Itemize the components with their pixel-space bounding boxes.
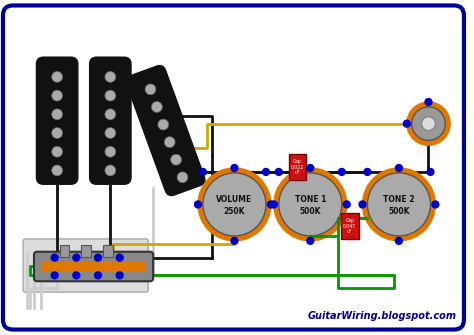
- Circle shape: [363, 168, 436, 241]
- FancyBboxPatch shape: [3, 5, 464, 330]
- Circle shape: [338, 169, 345, 176]
- Circle shape: [367, 173, 430, 236]
- Circle shape: [395, 164, 402, 172]
- Circle shape: [263, 169, 269, 176]
- FancyBboxPatch shape: [34, 252, 153, 281]
- Bar: [81, 245, 91, 257]
- Bar: [42, 262, 146, 271]
- Circle shape: [200, 169, 206, 176]
- Circle shape: [105, 165, 116, 176]
- Circle shape: [395, 238, 402, 244]
- Circle shape: [177, 172, 188, 183]
- Circle shape: [307, 164, 314, 172]
- Circle shape: [231, 238, 238, 244]
- Circle shape: [52, 165, 63, 176]
- Circle shape: [51, 254, 58, 261]
- Text: TONE 2: TONE 2: [383, 195, 415, 204]
- Text: GuitarWiring.blogspot.com: GuitarWiring.blogspot.com: [308, 311, 456, 321]
- Circle shape: [364, 169, 371, 176]
- Circle shape: [52, 146, 63, 157]
- FancyBboxPatch shape: [90, 57, 131, 184]
- Circle shape: [274, 168, 347, 241]
- FancyBboxPatch shape: [126, 66, 205, 196]
- Circle shape: [267, 201, 274, 208]
- Circle shape: [412, 107, 445, 140]
- Text: 250K: 250K: [224, 207, 245, 216]
- Circle shape: [95, 272, 101, 279]
- Circle shape: [194, 201, 201, 208]
- Circle shape: [275, 169, 282, 176]
- Circle shape: [105, 146, 116, 157]
- Circle shape: [307, 238, 314, 244]
- Circle shape: [171, 154, 182, 165]
- Circle shape: [203, 173, 266, 236]
- Circle shape: [145, 84, 156, 95]
- Text: Cap
0,047
uF: Cap 0,047 uF: [343, 218, 356, 234]
- Circle shape: [52, 90, 63, 101]
- Circle shape: [164, 137, 175, 147]
- Circle shape: [152, 102, 162, 112]
- Circle shape: [279, 173, 342, 236]
- Circle shape: [403, 120, 410, 127]
- Text: Cap
0,022
uF: Cap 0,022 uF: [291, 159, 304, 175]
- Circle shape: [105, 128, 116, 138]
- FancyBboxPatch shape: [36, 57, 78, 184]
- Circle shape: [198, 168, 271, 241]
- Circle shape: [52, 128, 63, 138]
- Circle shape: [116, 254, 123, 261]
- Circle shape: [231, 164, 238, 172]
- Circle shape: [359, 201, 366, 208]
- Circle shape: [95, 254, 101, 261]
- Text: 500K: 500K: [388, 207, 410, 216]
- Circle shape: [270, 201, 277, 208]
- Circle shape: [407, 102, 450, 145]
- Bar: [60, 245, 70, 257]
- Circle shape: [158, 119, 169, 130]
- Text: 500K: 500K: [300, 207, 321, 216]
- Text: TONE 1: TONE 1: [294, 195, 326, 204]
- Circle shape: [427, 169, 434, 176]
- Circle shape: [73, 272, 80, 279]
- Circle shape: [116, 272, 123, 279]
- Bar: [103, 245, 113, 257]
- Circle shape: [105, 71, 116, 82]
- Bar: [289, 154, 306, 180]
- Bar: [341, 213, 358, 239]
- FancyBboxPatch shape: [23, 239, 148, 292]
- Circle shape: [52, 71, 63, 82]
- Circle shape: [425, 98, 432, 106]
- Circle shape: [421, 117, 436, 131]
- Circle shape: [73, 254, 80, 261]
- Circle shape: [432, 201, 439, 208]
- Text: VOLUME: VOLUME: [216, 195, 253, 204]
- Circle shape: [105, 90, 116, 101]
- Circle shape: [52, 109, 63, 120]
- Circle shape: [343, 201, 350, 208]
- Circle shape: [105, 109, 116, 120]
- Circle shape: [51, 272, 58, 279]
